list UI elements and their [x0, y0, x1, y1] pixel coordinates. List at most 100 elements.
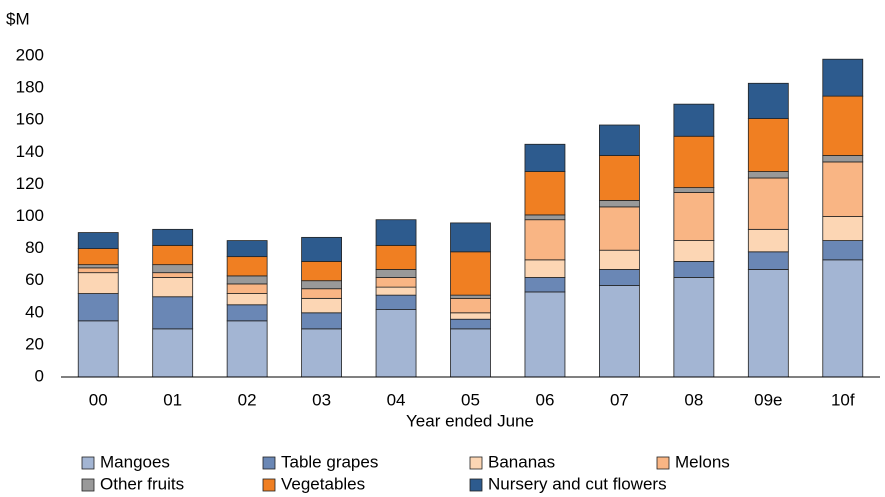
bar-segment — [450, 328, 491, 378]
x-tick-label: 09e — [754, 390, 782, 409]
bar-segment — [747, 171, 789, 179]
bar-segment — [450, 297, 491, 314]
y-tick-label: 0 — [35, 366, 44, 385]
y-tick-label: 140 — [16, 142, 44, 161]
bar-segment — [450, 312, 491, 320]
legend-swatch — [469, 478, 483, 492]
y-tick-label: 60 — [25, 270, 44, 289]
y-tick-label: 40 — [25, 302, 44, 321]
x-tick-label: 10f — [831, 390, 855, 409]
bar-segment — [77, 264, 119, 269]
bar-segment — [747, 177, 789, 230]
bar-segment — [599, 269, 640, 286]
bar-segment — [375, 219, 417, 246]
bar-segment — [599, 155, 640, 201]
bar-segment — [226, 275, 268, 285]
bar-segment — [450, 294, 491, 299]
bar-segment — [673, 135, 715, 189]
legend-label: Table grapes — [281, 452, 378, 471]
bar-segment — [822, 216, 864, 241]
bar-segment — [450, 251, 491, 296]
y-tick-label: 160 — [16, 110, 44, 129]
y-tick-label: 180 — [16, 78, 44, 97]
y-tick-label: 200 — [16, 45, 44, 64]
bar-segment — [524, 143, 566, 172]
bar-segment — [375, 244, 417, 270]
bar-segment — [599, 285, 640, 378]
legend-swatch — [262, 456, 276, 470]
bar-segment — [301, 297, 342, 314]
bar-segment — [747, 269, 789, 378]
bar-segment — [152, 328, 194, 378]
bar-segment — [747, 118, 789, 172]
bar-segment — [524, 277, 566, 293]
bar-segment — [226, 256, 268, 277]
x-tick-label: 07 — [610, 390, 629, 409]
bar-segment — [226, 240, 268, 258]
bar-segment — [524, 171, 566, 216]
x-tick-label: 00 — [89, 390, 108, 409]
bar-segment — [152, 296, 194, 330]
bar-segment — [673, 187, 715, 193]
bar-segment — [822, 155, 864, 163]
bar-segment — [822, 58, 864, 97]
bar-segment — [524, 214, 566, 221]
bar-segment — [673, 192, 715, 241]
bar-segment — [152, 277, 194, 298]
x-tick-label: 03 — [312, 390, 331, 409]
legend-swatch — [656, 456, 670, 470]
bar-segment — [77, 232, 119, 250]
y-axis-label: $M — [6, 9, 30, 28]
bar-segment — [301, 288, 342, 299]
bar-segment — [524, 219, 566, 261]
bar-segment — [375, 309, 417, 378]
bar-segment — [450, 318, 491, 330]
legend-swatch — [81, 478, 95, 492]
bar-segment — [747, 228, 789, 253]
bar-segment — [301, 280, 342, 290]
bar-segment — [226, 283, 268, 294]
y-tick-label: 120 — [16, 174, 44, 193]
x-tick-label: 02 — [238, 390, 257, 409]
bar-segment — [673, 103, 715, 137]
y-tick-label: 20 — [25, 334, 44, 353]
legend-swatch — [81, 456, 95, 470]
bar-segment — [375, 294, 417, 310]
legend-label: Vegetables — [281, 474, 365, 493]
bar-segment — [375, 286, 417, 296]
x-tick-label: 05 — [461, 390, 480, 409]
legend-label: Other fruits — [100, 474, 184, 493]
legend-label: Mangoes — [100, 452, 170, 471]
bar-segment — [599, 249, 640, 270]
bar-segment — [673, 261, 715, 278]
bar-segment — [822, 259, 864, 378]
bar-segment — [226, 320, 268, 378]
bar-segment — [226, 304, 268, 322]
x-tick-label: 01 — [163, 390, 182, 409]
bar-segment — [301, 261, 342, 282]
bar-segment — [375, 277, 417, 288]
bar-segment — [599, 200, 640, 208]
bar-segment — [301, 312, 342, 330]
bar-segment — [375, 269, 417, 278]
x-tick-label: 08 — [684, 390, 703, 409]
bar-segment — [524, 291, 566, 378]
x-axis-label: Year ended June — [406, 411, 534, 430]
bar-segment — [822, 161, 864, 217]
bar-segment — [77, 320, 119, 378]
bar-segment — [77, 293, 119, 322]
bar-segment — [226, 293, 268, 306]
bar-segment — [77, 267, 119, 274]
x-tick-label: 04 — [387, 390, 406, 409]
bar-segment — [747, 82, 789, 119]
legend-label: Melons — [675, 452, 730, 471]
bar-segment — [673, 277, 715, 378]
bar-segment — [301, 236, 342, 262]
x-tick-label: 06 — [535, 390, 554, 409]
bar-segment — [822, 95, 864, 156]
y-tick-label: 100 — [16, 206, 44, 225]
bar-segment — [524, 259, 566, 278]
legend-swatch — [469, 456, 483, 470]
bar-segment — [673, 240, 715, 262]
y-tick-label: 80 — [25, 238, 44, 257]
